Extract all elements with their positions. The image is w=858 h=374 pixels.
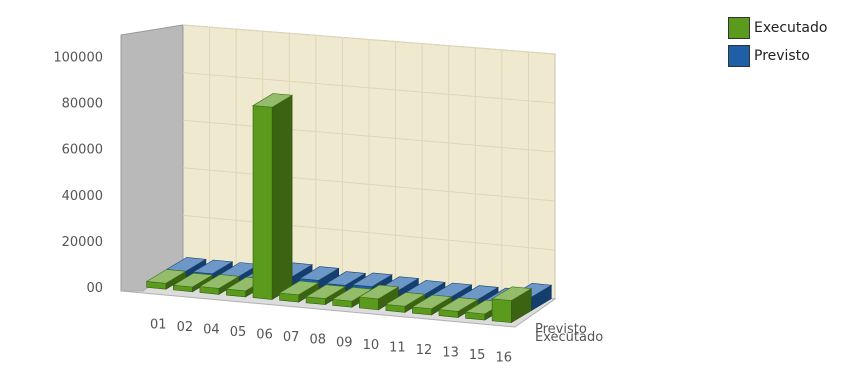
x-axis-labels: 01 02 04 05 06 07 08 09 10 11 12 13 15 16 [150, 317, 512, 365]
x-tick-label: 10 [363, 338, 380, 353]
grid-line-horizontal [182, 24, 556, 55]
x-tick-label: 13 [442, 346, 459, 361]
bar-executado-06 [252, 93, 294, 301]
grid-line-horizontal [182, 167, 556, 202]
legend-swatch-previsto [728, 45, 750, 67]
y-tick-label: 20000 [62, 235, 103, 250]
chart-bars [145, 93, 553, 324]
y-tick-label: 40000 [62, 189, 103, 204]
x-tick-label: 02 [177, 320, 194, 335]
bar-executado-10 [358, 284, 400, 311]
bar-executado-01 [145, 269, 187, 290]
legend-item-executado: Executado [728, 14, 827, 42]
x-tick-label: 16 [495, 351, 512, 366]
y-axis-ticks: 00 20000 40000 60000 80000 100000 [53, 51, 103, 297]
grid-line-horizontal [182, 72, 556, 104]
legend-swatch-executado [728, 17, 750, 39]
x-tick-label: 08 [309, 333, 326, 348]
bar-executado-11 [384, 292, 426, 313]
x-tick-label: 15 [469, 348, 486, 363]
x-tick-label: 11 [389, 340, 406, 355]
depth-label: Executado [535, 330, 603, 345]
x-tick-label: 05 [230, 325, 247, 340]
y-tick-label: 100000 [53, 51, 103, 66]
x-tick-label: 07 [283, 330, 300, 345]
bar-executado-16 [491, 286, 533, 324]
bar-executado-02 [172, 272, 214, 293]
grid-line-horizontal [182, 214, 556, 251]
x-tick-label: 06 [256, 328, 273, 343]
y-tick-label: 80000 [62, 97, 103, 112]
y-tick-label: 60000 [62, 143, 103, 158]
grid-line-horizontal [182, 119, 556, 153]
x-tick-label: 12 [416, 343, 433, 358]
x-tick-label: 04 [203, 322, 220, 337]
bar-executado-13 [438, 297, 480, 319]
bar-executado-07 [278, 280, 320, 303]
legend-item-previsto: Previsto [728, 42, 827, 70]
legend-label-previsto: Previsto [754, 48, 810, 64]
y-tick-label: 00 [86, 281, 103, 296]
x-tick-label: 09 [336, 335, 353, 350]
x-tick-label: 01 [150, 317, 167, 332]
legend-label-executado: Executado [754, 20, 828, 36]
depth-label: Previsto [535, 322, 587, 337]
legend: Executado Previsto [728, 14, 827, 70]
side-wall [120, 24, 184, 292]
